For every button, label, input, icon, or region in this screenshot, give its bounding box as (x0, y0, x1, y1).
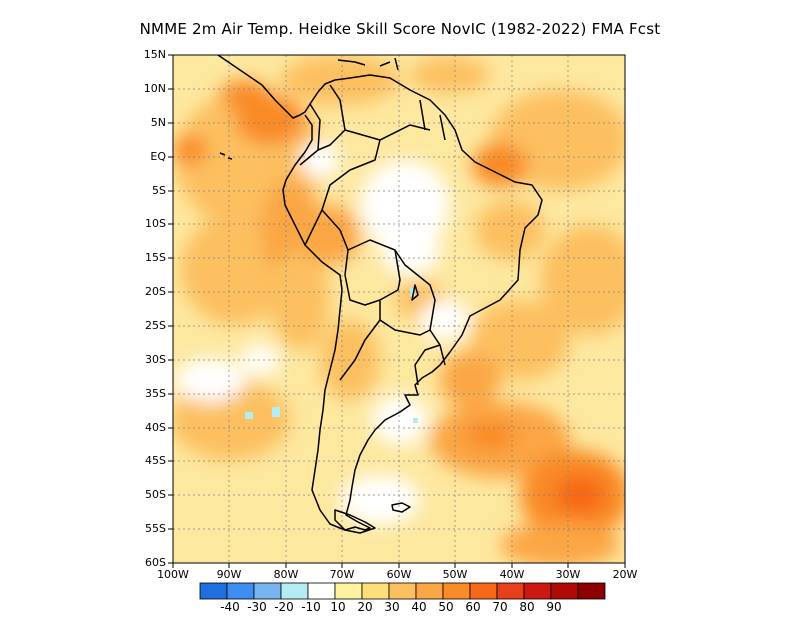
colorbar (199, 582, 606, 600)
lat-label-20s: 20S (145, 285, 166, 298)
lat-label-15s: 15S (145, 251, 166, 264)
lat-label-10s: 10S (145, 217, 166, 230)
colorbar-swatch (226, 582, 255, 600)
colorbar-swatch (523, 582, 552, 600)
lat-label-30s: 30S (145, 353, 166, 366)
colorbar-label: 50 (438, 600, 454, 614)
lat-label-50s: 50S (145, 488, 166, 501)
lat-label-60s: 60S (145, 556, 166, 569)
colorbar-swatch (334, 582, 363, 600)
colorbar-swatch (550, 582, 579, 600)
lon-label-40w: 40W (499, 568, 525, 581)
colorbar-label: 40 (411, 600, 427, 614)
lon-label-30w: 30W (555, 568, 581, 581)
colorbar-label: 60 (465, 600, 481, 614)
skill-field (173, 55, 625, 563)
lon-label-80w: 80W (273, 568, 299, 581)
colorbar-swatch (361, 582, 390, 600)
lat-label-10n: 10N (143, 82, 166, 95)
colorbar-label: -40 (220, 600, 240, 614)
lon-label-90w: 90W (216, 568, 242, 581)
colorbar-swatch (307, 582, 336, 600)
lat-label-eq: EQ (150, 150, 166, 163)
lon-label-20w: 20W (612, 568, 638, 581)
lat-label-15n: 15N (143, 48, 166, 61)
colorbar-swatch (253, 582, 282, 600)
lon-label-60w: 60W (386, 568, 412, 581)
colorbar-swatch (577, 582, 606, 600)
colorbar-swatch (388, 582, 417, 600)
coastlines (217, 55, 543, 534)
colorbar-swatch (442, 582, 471, 600)
lon-label-70w: 70W (329, 568, 355, 581)
colorbar-label: 10 (330, 600, 346, 614)
colorbar-label: -30 (247, 600, 267, 614)
lat-label-45s: 45S (145, 454, 166, 467)
colorbar-swatch (415, 582, 444, 600)
colorbar-label: -20 (274, 600, 294, 614)
lat-label-5s: 5S (152, 184, 166, 197)
colorbar-label: -10 (301, 600, 321, 614)
lat-label-25s: 25S (145, 319, 166, 332)
colorbar-label: 90 (546, 600, 562, 614)
colorbar-label: 20 (357, 600, 373, 614)
axis-ticks (168, 54, 626, 568)
colorbar-swatch (469, 582, 498, 600)
colorbar-label: 80 (519, 600, 535, 614)
lat-label-5n: 5N (150, 116, 166, 129)
lon-label-50w: 50W (442, 568, 468, 581)
lon-label-100w: 100W (157, 568, 189, 581)
colorbar-label: 30 (384, 600, 400, 614)
lat-label-35s: 35S (145, 387, 166, 400)
grid-lines (173, 55, 625, 563)
colorbar-swatch (199, 582, 228, 600)
map-title: NMME 2m Air Temp. Heidke Skill Score Nov… (139, 20, 661, 38)
colorbar-label: 70 (492, 600, 508, 614)
colorbar-swatch (496, 582, 525, 600)
colorbar-swatch (280, 582, 309, 600)
lat-label-40s: 40S (145, 421, 166, 434)
lat-label-55s: 55S (145, 522, 166, 535)
